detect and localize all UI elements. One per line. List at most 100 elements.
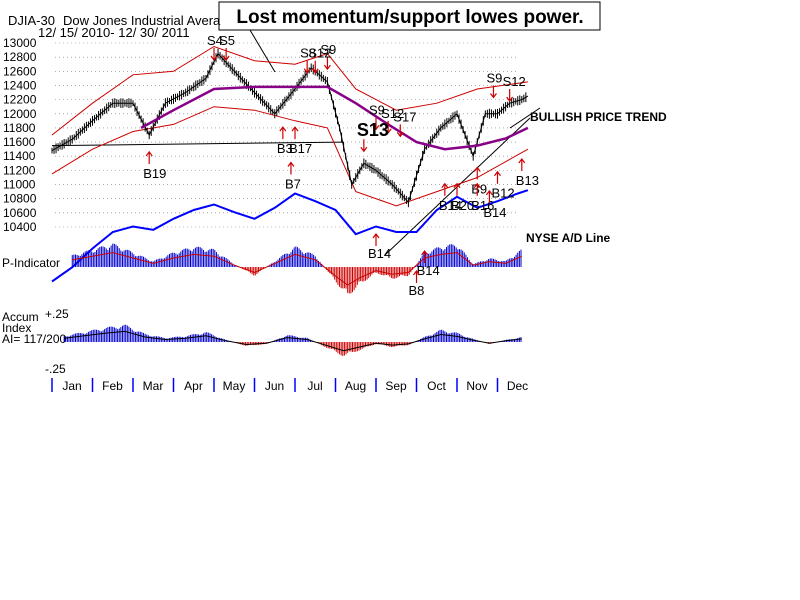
buy-arrowhead: [485, 189, 493, 196]
signal-b20: B20: [451, 198, 474, 213]
signal-s13: S13: [357, 120, 389, 140]
price-close-line: [51, 52, 529, 204]
price-tick-12600: 12600: [3, 64, 37, 78]
sell-arrowhead: [489, 93, 497, 99]
month-label-apr: Apr: [184, 379, 203, 393]
upper-band: [51, 45, 528, 136]
signal-s4: S4: [207, 33, 223, 48]
price-tick-10800: 10800: [3, 192, 37, 206]
month-label-jun: Jun: [265, 379, 284, 393]
signal-s5: S5: [219, 33, 235, 48]
p-indicator-average: [72, 252, 523, 286]
price-tick-12800: 12800: [3, 50, 37, 64]
signal-b12: B12: [492, 186, 515, 201]
buy-arrowhead: [453, 182, 461, 189]
signal-b19: B19: [143, 166, 166, 181]
price-tick-11800: 11800: [3, 121, 36, 135]
s5-pointer: [249, 29, 276, 73]
support-line: [51, 141, 344, 147]
month-label-mar: Mar: [143, 379, 164, 393]
accum-index-average: [64, 330, 522, 352]
trendline-label: BULLISH PRICE TREND: [530, 110, 667, 124]
price-tick-10600: 10600: [3, 206, 37, 220]
header-date-range: 12/ 15/ 2010- 12/ 30/ 2011: [38, 25, 190, 40]
month-label-nov: Nov: [466, 379, 487, 393]
month-label-may: May: [223, 379, 246, 393]
buy-arrowhead: [291, 126, 299, 132]
price-tick-11200: 11200: [3, 163, 36, 177]
sell-arrowhead: [396, 132, 404, 138]
sell-arrowhead: [210, 55, 218, 61]
month-label-feb: Feb: [102, 379, 123, 393]
accum-bottom-label: -.25: [45, 362, 66, 376]
buy-arrowhead: [518, 158, 526, 164]
month-label-oct: Oct: [427, 379, 446, 393]
accum-label: Accum: [2, 310, 39, 324]
signal-s17: S17: [393, 109, 416, 124]
signal-b14: B14: [439, 198, 462, 213]
signal-b9: B9: [471, 181, 487, 196]
buy-arrowhead: [473, 166, 481, 172]
buy-arrowhead: [279, 126, 287, 132]
signal-s12: S12: [308, 46, 331, 61]
price-tick-11000: 11000: [3, 178, 36, 192]
signal-b13: B13: [516, 173, 539, 188]
buy-arrowhead: [145, 150, 153, 157]
price-tick-labels: 1300012800126001240012200120001180011600…: [3, 36, 37, 234]
signal-b14: B14: [417, 263, 440, 278]
buy-arrowhead: [372, 233, 380, 239]
p-indicator-label: P-Indicator: [2, 256, 60, 270]
sell-arrowhead: [311, 68, 319, 74]
signal-b7: B7: [285, 177, 301, 192]
accum-index-bars: [63, 324, 522, 356]
buy-arrowhead: [441, 182, 449, 189]
signal-s12: S12: [503, 74, 526, 89]
signal-b17: B17: [289, 141, 312, 156]
trend-pointer: [509, 107, 541, 129]
title-box: Lost momentum/support lowes power.: [218, 1, 601, 31]
signal-s12: S12: [381, 106, 404, 121]
p-indicator-bars: [71, 243, 522, 294]
month-label-sep: Sep: [385, 379, 407, 393]
signal-s9: S9: [369, 102, 385, 117]
signal-s9: S9: [320, 42, 336, 57]
sell-arrowhead: [384, 128, 392, 134]
sell-arrowhead: [360, 146, 368, 153]
header-name: Dow Jones Industrial Avera: [63, 13, 221, 28]
chart-title: Lost momentum/support lowes power.: [236, 7, 583, 28]
signal-b14: B14: [483, 205, 506, 220]
nyse-ad-line: [51, 189, 529, 283]
buy-arrowhead: [421, 250, 429, 256]
index-label: Index: [2, 321, 31, 335]
signal-s9: S9: [486, 70, 502, 85]
price-tick-11600: 11600: [3, 135, 36, 149]
sell-arrowhead: [303, 68, 311, 74]
month-label-jul: Jul: [307, 379, 322, 393]
month-label-dec: Dec: [507, 379, 528, 393]
signal-b8: B8: [409, 283, 425, 298]
lower-band: [51, 106, 529, 207]
signal-s8: S8: [300, 46, 316, 61]
buy-arrowhead: [287, 161, 295, 167]
signal-b14: B14: [368, 246, 391, 261]
price-tick-12200: 12200: [3, 93, 37, 107]
price-tick-11400: 11400: [3, 149, 36, 163]
month-label-jan: Jan: [62, 379, 81, 393]
nyse-ad-label: NYSE A/D Line: [526, 231, 611, 245]
ai-label: AI= 117/200: [2, 332, 66, 346]
price-tick-13000: 13000: [3, 36, 37, 50]
moving-average-line: [140, 85, 529, 151]
sell-arrowhead: [506, 96, 514, 102]
buy-arrowhead: [494, 170, 501, 177]
buy-arrowhead: [413, 270, 420, 276]
price-tick-12000: 12000: [3, 107, 37, 121]
price-tick-12400: 12400: [3, 78, 37, 92]
header-index: DJIA-30: [8, 13, 55, 28]
buy-arrowhead: [473, 182, 481, 189]
sell-arrowhead: [323, 64, 331, 71]
accum-top-label: +.25: [45, 307, 69, 321]
sell-arrowhead: [222, 55, 230, 61]
sell-arrowhead: [372, 124, 380, 131]
